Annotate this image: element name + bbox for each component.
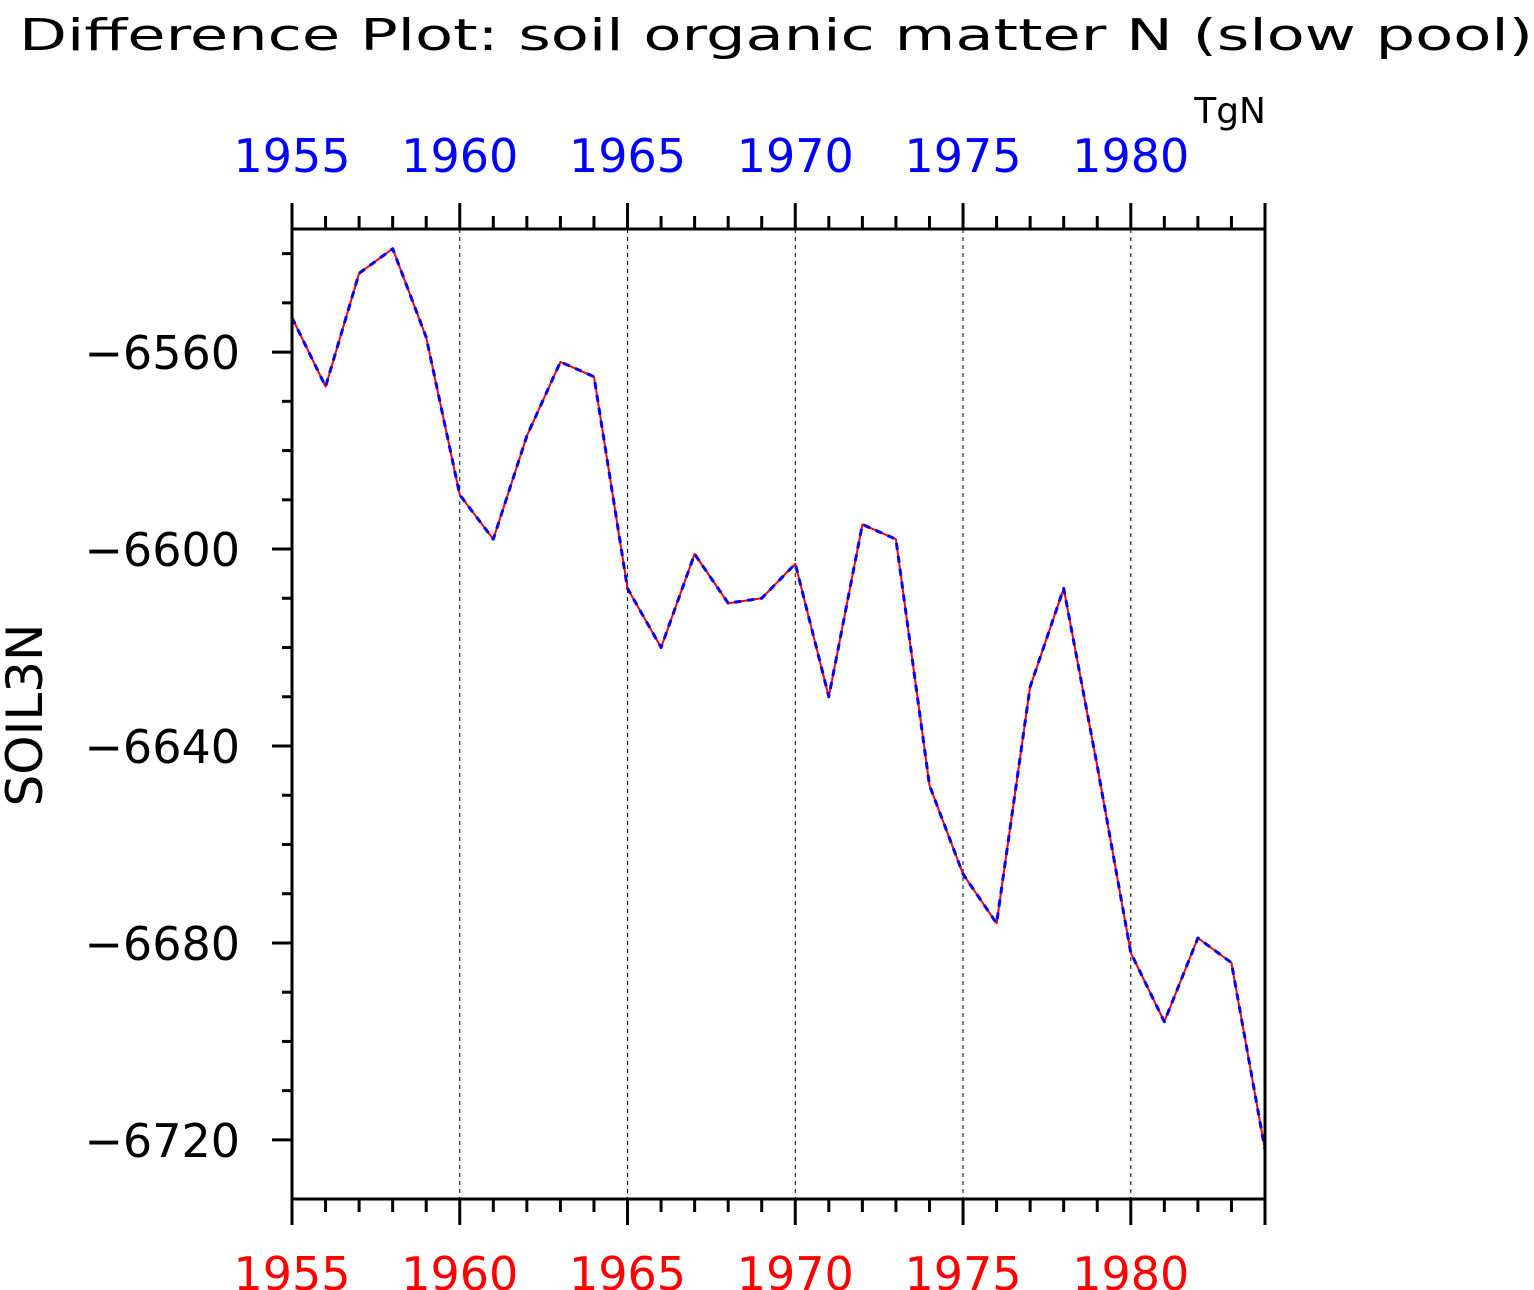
x-tick-label-top: 1975 bbox=[904, 129, 1021, 183]
x-tick-label-bottom: 1965 bbox=[569, 1247, 686, 1290]
plot-lines bbox=[290, 247, 1267, 1151]
units-label: TgN bbox=[1193, 91, 1266, 132]
x-tick-label-bottom: 1970 bbox=[737, 1247, 854, 1290]
tick-labels: 1955 1955 1960 1960 1965 1965 1970 1970 1975 1975… bbox=[84, 129, 1189, 1290]
x-tick-label-bottom: 1980 bbox=[1072, 1247, 1189, 1290]
x-tick-label-bottom: 1955 bbox=[233, 1247, 350, 1290]
x-tick-label-top: 1960 bbox=[401, 129, 518, 183]
series-line-1 bbox=[291, 247, 1266, 1150]
y-tick-label: −6680 bbox=[84, 917, 240, 971]
x-tick-label-top: 1970 bbox=[737, 129, 854, 183]
chart-title: Difference Plot: soil organic matter N (… bbox=[19, 10, 1533, 61]
plot-frame bbox=[290, 227, 1267, 1201]
y-tick-label: −6560 bbox=[84, 326, 240, 380]
x-tick-label-top: 1955 bbox=[233, 129, 350, 183]
axis-ticks bbox=[272, 203, 1267, 1225]
y-tick-label: −6600 bbox=[84, 523, 240, 577]
y-tick-label: −6720 bbox=[84, 1114, 240, 1168]
x-tick-label-bottom: 1960 bbox=[401, 1247, 518, 1290]
x-gridlines bbox=[459, 229, 1132, 1199]
y-tick-label: −6640 bbox=[84, 720, 240, 774]
y-axis-label: SOIL3N bbox=[0, 624, 54, 807]
x-tick-label-top: 1980 bbox=[1072, 129, 1189, 183]
x-tick-label-bottom: 1975 bbox=[904, 1247, 1021, 1290]
series-line-2 bbox=[290, 247, 1267, 1151]
x-tick-label-top: 1965 bbox=[569, 129, 686, 183]
